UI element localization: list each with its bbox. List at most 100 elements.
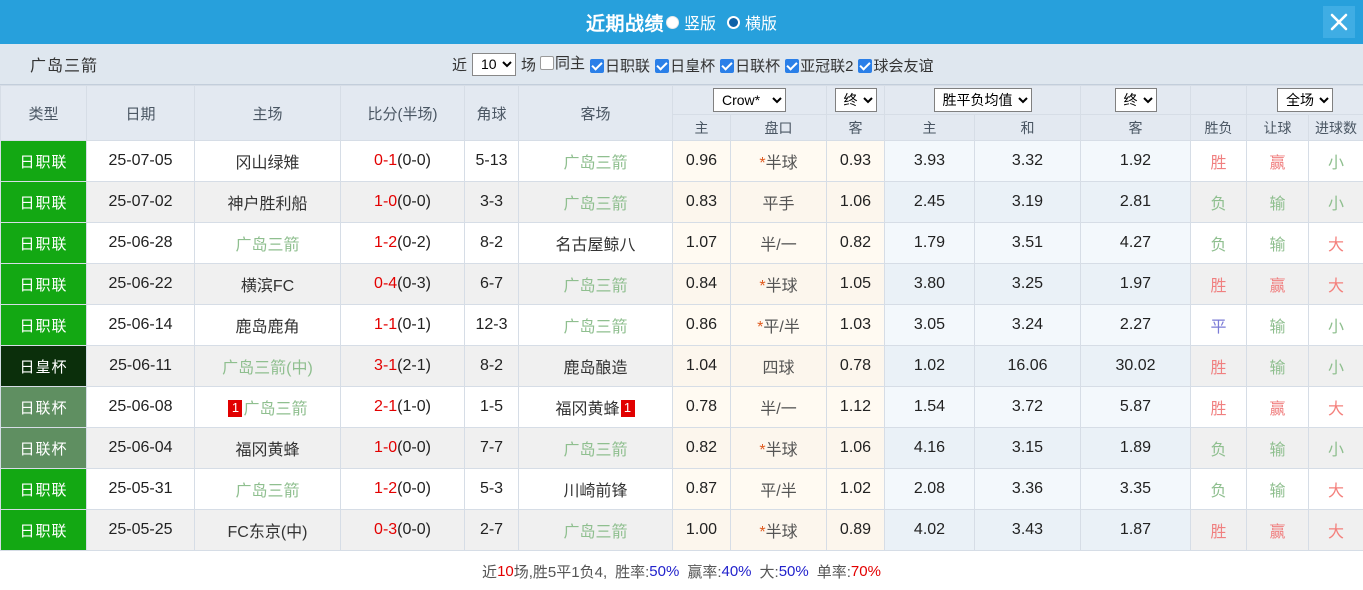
handicap-result: 赢	[1246, 263, 1309, 305]
league-filter-4[interactable]: 亚冠联2	[781, 55, 854, 76]
league-filter-group: 同主 日职联 日皇杯 日联杯 亚冠联2 球会友谊	[536, 52, 934, 76]
home-team[interactable]: 鹿岛鹿角	[194, 304, 341, 346]
asian-phase-select[interactable]: 初终	[834, 88, 877, 112]
away-team[interactable]: 名古屋鲸八	[518, 222, 673, 264]
home-team[interactable]: 福冈黄蜂	[194, 427, 341, 469]
subheader-asian-away: 客	[826, 114, 885, 141]
match-result: 负	[1190, 181, 1247, 223]
home-team[interactable]: 横滨FC	[194, 263, 341, 305]
league-filter-1[interactable]: 日职联	[586, 55, 651, 76]
match-score: 0-1(0-0)	[340, 140, 465, 182]
league-badge-cell[interactable]: 日职联	[0, 468, 87, 510]
corner-score: 5-13	[464, 140, 519, 182]
view-option-vertical-label: 竖版	[683, 16, 716, 33]
radio-selected-icon[interactable]	[665, 15, 679, 29]
subheader-result: 胜负	[1190, 114, 1247, 141]
goals-result: 大	[1308, 468, 1363, 510]
european-odds-select[interactable]: 胜平负均值Bet365威廉希尔	[933, 88, 1032, 112]
league-filter-label: 日皇杯	[670, 58, 716, 75]
league-badge: 日联杯	[1, 428, 86, 468]
view-option-vertical[interactable]: 竖版	[665, 10, 716, 34]
company-select[interactable]: Crow*Bet365澳门易胜博	[713, 88, 786, 112]
checkbox-checked-icon[interactable]	[590, 58, 605, 73]
league-filter-2[interactable]: 日皇杯	[651, 55, 716, 76]
asian-odds-home: 0.83	[672, 181, 731, 223]
footer-hcap-rate: 40%	[721, 562, 752, 580]
handicap-result: 输	[1246, 304, 1309, 346]
league-badge-cell[interactable]: 日职联	[0, 181, 87, 223]
league-badge-cell[interactable]: 日职联	[0, 263, 87, 305]
table-row[interactable]: 日职联 25-05-31 广岛三箭 1-2(0-0) 5-3 川崎前锋 0.87 平/半 1.0…	[0, 468, 1363, 510]
league-filter-5[interactable]: 球会友谊	[854, 55, 934, 76]
league-badge-cell[interactable]: 日职联	[0, 140, 87, 182]
scope-select-cell: 全场半场	[1246, 85, 1363, 115]
match-count-select[interactable]: 6102030	[472, 52, 517, 76]
away-team[interactable]: 广岛三箭	[518, 304, 673, 346]
corner-score: 12-3	[464, 304, 519, 346]
checkbox-checked-icon[interactable]	[858, 58, 873, 73]
table-row[interactable]: 日职联 25-06-14 鹿岛鹿角 1-1(0-1) 12-3 广岛三箭 0.86 *平/半 1…	[0, 304, 1363, 346]
away-team[interactable]: 川崎前锋	[518, 468, 673, 510]
away-team[interactable]: 广岛三箭	[518, 181, 673, 223]
league-badge-cell[interactable]: 日职联	[0, 304, 87, 346]
table-row[interactable]: 日联杯 25-06-04 福冈黄蜂 1-0(0-0) 7-7 广岛三箭 0.82 *半球 1.0…	[0, 427, 1363, 469]
away-team[interactable]: 福冈黄蜂 1	[518, 386, 673, 428]
table-row[interactable]: 日职联 25-06-28 广岛三箭 1-2(0-2) 8-2 名古屋鲸八 1.07 半/一 0.…	[0, 222, 1363, 264]
away-team[interactable]: 鹿岛酿造	[518, 345, 673, 387]
table-row[interactable]: 日职联 25-07-05 冈山绿雉 0-1(0-0) 5-13 广岛三箭 0.96 *半球 0.…	[0, 140, 1363, 182]
league-filter-3[interactable]: 日联杯	[716, 55, 781, 76]
checkbox-unchecked-icon[interactable]	[540, 55, 555, 70]
league-badge-cell[interactable]: 日职联	[0, 222, 87, 264]
radio-unselected-icon[interactable]	[727, 15, 740, 29]
table-row[interactable]: 日联杯 25-06-08 1 广岛三箭 2-1(1-0) 1-5 福冈黄蜂 1 0.78 半/一 1…	[0, 386, 1363, 428]
league-badge: 日联杯	[1, 387, 86, 427]
european-odds-home: 2.08	[884, 468, 975, 510]
checkbox-checked-icon[interactable]	[785, 58, 800, 73]
home-team[interactable]: 广岛三箭	[194, 222, 341, 264]
home-team[interactable]: 广岛三箭	[194, 468, 341, 510]
table-row[interactable]: 日职联 25-06-22 横滨FC 0-4(0-3) 6-7 广岛三箭 0.84 *半球 1.0…	[0, 263, 1363, 305]
subheader-asian-home: 主	[672, 114, 731, 141]
checkbox-checked-icon[interactable]	[720, 58, 735, 73]
table-row[interactable]: 日职联 25-07-02 神户胜利船 1-0(0-0) 3-3 广岛三箭 0.83 平手 1.0…	[0, 181, 1363, 223]
league-badge-cell[interactable]: 日联杯	[0, 386, 87, 428]
away-team[interactable]: 广岛三箭	[518, 427, 673, 469]
close-button[interactable]	[1323, 6, 1355, 38]
home-team[interactable]: 冈山绿雉	[194, 140, 341, 182]
scope-select[interactable]: 全场半场	[1277, 88, 1333, 112]
league-badge: 日职联	[1, 469, 86, 509]
table-row[interactable]: 日皇杯 25-06-11 广岛三箭(中) 3-1(2-1) 8-2 鹿岛酿造 1.04 四球 0…	[0, 345, 1363, 387]
match-date: 25-06-11	[86, 345, 195, 387]
home-team[interactable]: FC东京(中)	[194, 509, 341, 551]
european-odds-away: 5.87	[1080, 386, 1191, 428]
home-team[interactable]: 1 广岛三箭	[194, 386, 341, 428]
home-team[interactable]: 神户胜利船	[194, 181, 341, 223]
away-team[interactable]: 广岛三箭	[518, 140, 673, 182]
asian-odds-away: 1.06	[826, 181, 885, 223]
european-odds-draw: 16.06	[974, 345, 1081, 387]
match-result: 胜	[1190, 345, 1247, 387]
league-badge-cell[interactable]: 日职联	[0, 509, 87, 551]
league-badge-cell[interactable]: 日皇杯	[0, 345, 87, 387]
home-team[interactable]: 广岛三箭(中)	[194, 345, 341, 387]
asian-handicap: 半/一	[730, 222, 827, 264]
european-phase-select[interactable]: 初终	[1114, 88, 1157, 112]
asian-odds-away: 1.06	[826, 427, 885, 469]
footer-record: 场,胜5平1负4,	[513, 563, 608, 581]
european-odds-draw: 3.24	[974, 304, 1081, 346]
blank-header-cell	[1190, 85, 1247, 115]
handicap-result: 赢	[1246, 386, 1309, 428]
footer-odd-rate: 70%	[850, 562, 881, 580]
league-badge: 日职联	[1, 510, 86, 550]
away-team[interactable]: 广岛三箭	[518, 263, 673, 305]
match-score: 1-1(0-1)	[340, 304, 465, 346]
checkbox-checked-icon[interactable]	[655, 58, 670, 73]
european-odds-home: 3.93	[884, 140, 975, 182]
league-filter-0[interactable]: 同主	[536, 52, 586, 73]
goals-result: 大	[1308, 386, 1363, 428]
table-row[interactable]: 日职联 25-05-25 FC东京(中) 0-3(0-0) 2-7 广岛三箭 1.00 *半球…	[0, 509, 1363, 551]
away-team[interactable]: 广岛三箭	[518, 509, 673, 551]
league-badge-cell[interactable]: 日联杯	[0, 427, 87, 469]
view-option-horizontal[interactable]: 横版	[727, 10, 777, 34]
